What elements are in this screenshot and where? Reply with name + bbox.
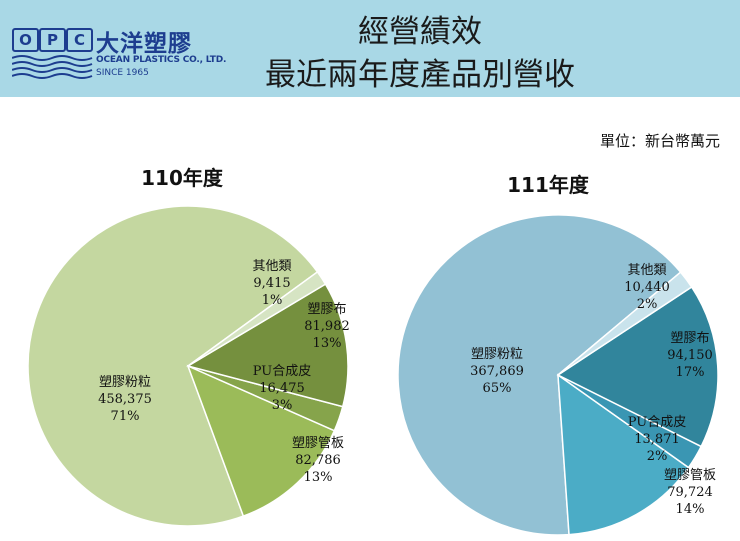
pie-chart-110: 其他類 9,415 1% 塑膠布 81,982 13% PU合成皮 16,475 3% 塑膠管板 8…: [27, 166, 350, 527]
slice-label-110-3: 塑膠管板 82,786 13%: [292, 436, 344, 485]
pie-slice-110-1: [186, 283, 349, 408]
chart-title-111: 111年度: [507, 173, 590, 197]
unit-label: 單位：新台幣萬元: [599, 132, 720, 150]
logo-letter-o: O: [12, 28, 39, 52]
pie-slice-110-0: [187, 270, 327, 367]
page-subtitle: 最近兩年度產品別營收: [265, 57, 575, 93]
pie-slice-110-3: [186, 364, 336, 518]
header-banner: O P C 大洋塑膠 OCEAN PLASTICS CO., LTD. SINC…: [0, 0, 740, 97]
slice-label-111-0: 其他類 10,440 2%: [624, 263, 670, 312]
slice-label-110-4: 塑膠粉粒 458,375 71%: [98, 375, 152, 424]
slice-label-110-1: 塑膠布 81,982 13%: [304, 302, 350, 351]
slice-label-110-0: 其他類 9,415 1%: [252, 259, 291, 308]
logo-name-en: OCEAN PLASTICS CO., LTD.: [96, 55, 227, 65]
chart-title-110: 110年度: [141, 166, 224, 190]
slice-label-111-4: 塑膠粉粒 367,869 65%: [470, 347, 524, 396]
slice-label-111-2: PU合成皮 13,871 2%: [628, 415, 686, 464]
page-title: 經營績效: [358, 14, 482, 50]
logo-since: SINCE 1965: [96, 68, 149, 78]
slice-label-111-1: 塑膠布 94,150 17%: [667, 331, 713, 380]
pie-charts: 其他類 9,415 1% 塑膠布 81,982 13% PU合成皮 16,475 3% 塑膠管板 8…: [27, 166, 719, 536]
pie-slice-111-3: [557, 373, 690, 536]
pie-slice-111-1: [556, 285, 719, 448]
logo-waves-icon: [12, 55, 93, 79]
logo-name-cn: 大洋塑膠: [96, 31, 192, 57]
pie-slice-111-4: [397, 214, 682, 536]
slice-label-110-2: PU合成皮 16,475 3%: [253, 364, 311, 413]
logo-letter-c: C: [66, 28, 93, 52]
company-logo: O P C 大洋塑膠 OCEAN PLASTICS CO., LTD. SINC…: [12, 26, 226, 86]
slice-label-111-3: 塑膠管板 79,724 14%: [664, 468, 716, 517]
pie-slice-110-4: [27, 205, 319, 527]
pie-chart-111: 其他類 10,440 2% 塑膠布 94,150 17% PU合成皮 13,871 2%塑膠管板…: [397, 173, 719, 536]
pie-slice-111-0: [557, 271, 693, 376]
logo-letter-p: P: [39, 28, 66, 52]
